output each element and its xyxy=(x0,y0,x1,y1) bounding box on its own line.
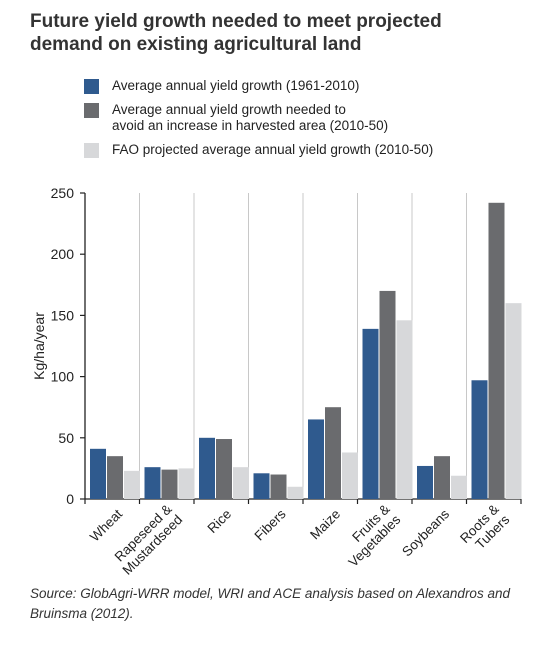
legend-swatch-fao xyxy=(84,143,99,158)
bar-fao xyxy=(396,320,413,499)
legend: Average annual yield growth (1961-2010) … xyxy=(84,78,524,166)
bar-historical xyxy=(417,465,433,499)
legend-swatch-needed xyxy=(84,103,99,118)
y-tick-label: 100 xyxy=(51,369,75,385)
y-tick-label: 250 xyxy=(51,185,75,201)
x-tick-label: Maize xyxy=(307,506,343,542)
x-tick-label-line: Maize xyxy=(307,506,343,542)
bar-needed xyxy=(434,456,450,499)
bar-fao xyxy=(451,475,467,499)
x-tick-label-line: Fibers xyxy=(252,506,289,543)
x-tick-label-line: Soybeans xyxy=(399,506,452,559)
x-tick-label: Rice xyxy=(204,506,234,536)
bar-historical xyxy=(199,437,215,499)
y-tick-label: 200 xyxy=(51,246,75,262)
x-tick-label: Roots &Tubers xyxy=(457,501,512,556)
bar-historical xyxy=(362,328,379,499)
x-tick-label: Fibers xyxy=(252,506,289,543)
legend-item-fao: FAO projected average annual yield growt… xyxy=(84,142,524,158)
bar-historical xyxy=(144,467,161,499)
y-tick-label: 50 xyxy=(58,430,74,446)
x-tick-label-line: Wheat xyxy=(87,506,125,544)
bar-historical xyxy=(308,419,324,499)
chart-title-line-1: Future yield growth needed to meet proje… xyxy=(30,11,442,32)
bar-historical xyxy=(471,380,488,499)
bar-needed xyxy=(379,290,396,499)
bar-fao xyxy=(178,468,195,499)
y-axis-label: Kg/ha/year xyxy=(31,312,47,380)
bar-fao xyxy=(342,452,358,499)
bar-needed xyxy=(270,474,287,499)
legend-label-fao: FAO projected average annual yield growt… xyxy=(112,142,434,157)
legend-label-needed-line-2: avoid an increase in harvested area (201… xyxy=(112,118,389,133)
bar-needed xyxy=(107,456,123,499)
bar-fao xyxy=(505,303,522,499)
legend-label-needed-line-1: Average annual yield growth needed to xyxy=(112,102,346,117)
x-tick-label: Wheat xyxy=(87,506,125,544)
bar-fao xyxy=(124,470,140,499)
bar-historical xyxy=(90,448,106,499)
chart-title: Future yield growth needed to meet proje… xyxy=(30,10,530,56)
bar-needed xyxy=(216,439,232,499)
bar-historical xyxy=(253,473,270,499)
legend-swatch-historical xyxy=(84,79,99,94)
y-tick-label: 0 xyxy=(66,491,74,507)
x-tick-label: Soybeans xyxy=(399,506,452,559)
x-tick-label-line: Rice xyxy=(204,506,234,536)
legend-item-needed: Average annual yield growth needed to av… xyxy=(84,102,524,134)
chart-title-line-2: demand on existing agricultural land xyxy=(30,34,362,55)
bar-needed xyxy=(488,202,505,500)
bar-needed xyxy=(325,407,341,499)
bar-fao xyxy=(233,467,249,499)
source-note: Source: GlobAgri-WRR model, WRI and ACE … xyxy=(30,586,510,621)
y-tick-label: 150 xyxy=(51,307,75,323)
x-tick-label: Fruits &Vegetables xyxy=(335,501,404,570)
legend-item-historical: Average annual yield growth (1961-2010) xyxy=(84,78,524,94)
bar-fao xyxy=(287,486,304,499)
bar-needed xyxy=(161,469,178,499)
legend-label-historical: Average annual yield growth (1961-2010) xyxy=(112,78,360,93)
